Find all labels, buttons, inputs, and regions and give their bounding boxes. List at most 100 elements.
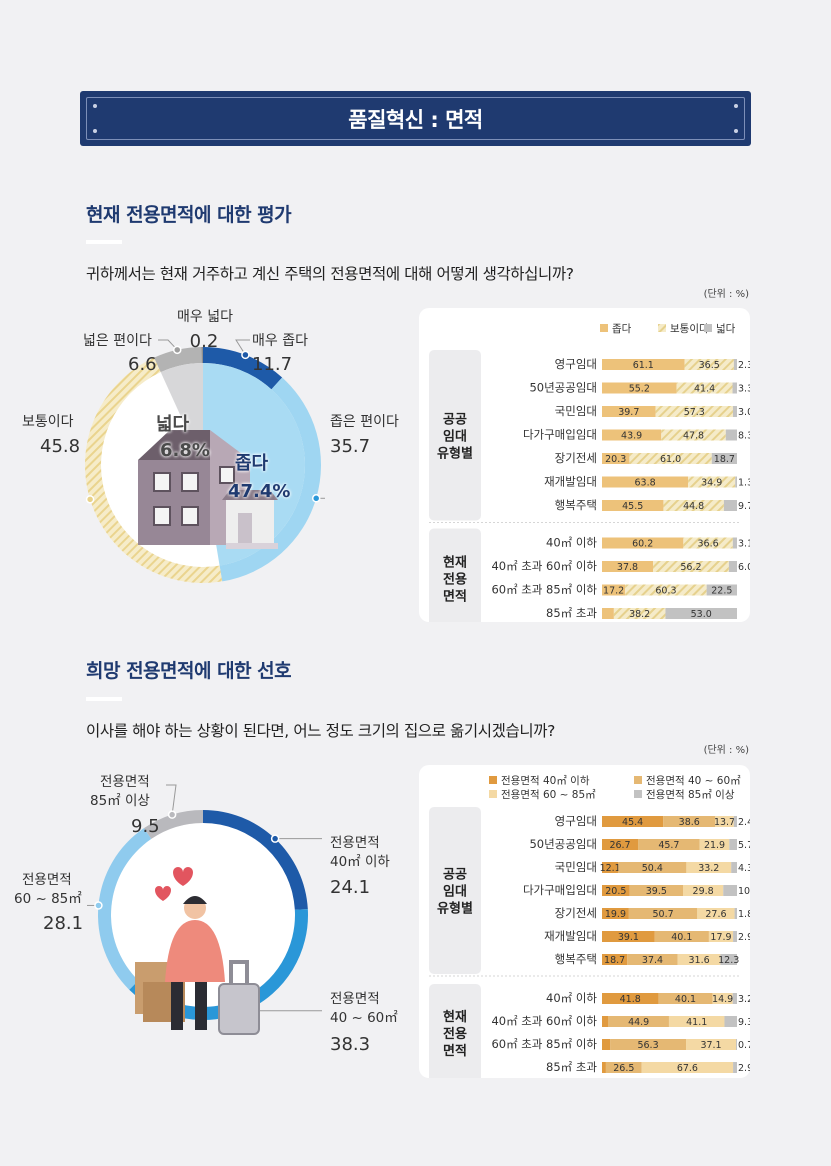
bar-row-label: 85㎡ 초과 (546, 1060, 597, 1074)
donut-label-name: 전용면적 (100, 774, 150, 790)
bar-value-label: 17.9 (710, 932, 731, 943)
bar-segment (602, 429, 662, 441)
bar-segment (602, 993, 659, 1004)
bar-value-label: 41.8 (620, 994, 641, 1005)
bar-value-label: 45.5 (622, 501, 643, 512)
bar-value-label: 40.1 (671, 932, 692, 943)
bar-segment (720, 954, 737, 965)
bar-segment (618, 862, 687, 873)
bar-segment (731, 862, 737, 873)
group-label: 유형별 (437, 445, 473, 461)
donut-label-name: 보통이다 (22, 414, 74, 430)
group-label: 임대 (443, 885, 467, 900)
bar-segment (602, 500, 664, 511)
bar-segment (613, 608, 666, 619)
section1-title: 현재 전용면적에 대한 평가 (86, 204, 292, 226)
section2-question: 이사를 해야 하는 상황이 된다면, 어느 정도 크기의 집으로 옮기시겠습니까… (86, 722, 555, 740)
donut-label-name: 전용면적 (22, 872, 72, 888)
group-label: 현재 (443, 1009, 467, 1025)
bar-segment (711, 453, 737, 464)
bar-value-label: 38.6 (679, 817, 700, 828)
donut-slice-very-narrow (203, 347, 283, 390)
bar-segment (628, 908, 698, 919)
bar-segment (602, 584, 626, 596)
bar-value-label: 38.2 (629, 609, 650, 620)
bar-segment (686, 862, 732, 873)
bar-row-label: 다가구매입임대 (523, 428, 597, 442)
leader-dot (241, 350, 250, 360)
bar-row-label: 40㎡ 초과 60㎡ 이하 (491, 559, 597, 573)
bar-segment (724, 1016, 737, 1027)
bar-segment (697, 908, 735, 919)
bar-value-label: 44.9 (628, 1017, 649, 1028)
bar-value-label: 60.2 (632, 539, 653, 550)
bar-segment (610, 1039, 687, 1050)
leader-line (235, 339, 250, 356)
banner-dot (734, 104, 738, 108)
bar-value-label: 61.0 (660, 454, 681, 465)
bar-value-label: 63.8 (634, 478, 655, 489)
leader-dot (85, 495, 95, 504)
bar-segment (733, 931, 737, 942)
bar-value-label: 67.6 (677, 1063, 698, 1074)
bar-segment (686, 1039, 737, 1050)
bar-row-label: 40㎡ 이하 (546, 536, 597, 550)
group-label: 공공 (443, 412, 467, 427)
bar-value-label: 41.4 (694, 384, 715, 395)
group-label-box (429, 350, 481, 521)
donut-label-value: 9.5 (131, 816, 160, 837)
group-label: 전용 (443, 1026, 467, 1042)
bar-segment (658, 993, 713, 1004)
bar-segment (653, 561, 729, 572)
bar-row-label: 영구임대 (555, 814, 597, 828)
person-with-luggage-icon (135, 867, 260, 1035)
bar-segment (688, 476, 736, 488)
bar-segment (602, 1062, 606, 1073)
bar-segment (729, 839, 737, 850)
bar-value-label: 56.3 (637, 1040, 658, 1051)
bar-segment (602, 954, 628, 965)
stacked-bar-chart-desired: 전용면적 40㎡ 이하 전용면적 40 ~ 60㎡ 전용면적 60 ~ 85㎡ 전용면… (429, 774, 759, 1082)
narrow-value: 47.4% (228, 481, 291, 502)
bar-segment (602, 476, 689, 488)
donut-label-name: 매우 넓다 (177, 309, 233, 325)
donut-label-value: 45.8 (40, 436, 80, 457)
bar-value-label: 26.7 (609, 840, 630, 851)
bar-segment (733, 1062, 737, 1073)
bar-segment (602, 537, 684, 549)
donut-label-value: 11.7 (252, 354, 292, 375)
bar-row-label: 장기전세 (555, 451, 597, 465)
bar-row-label: 행복주택 (555, 952, 597, 966)
bar-value-label: 9.7 (738, 501, 750, 512)
leader-dot (167, 810, 177, 819)
bar-row-label: 국민임대 (555, 860, 597, 874)
group-label-box (429, 528, 481, 629)
leader-dot (311, 494, 321, 503)
bar-value-label: 21.9 (704, 840, 725, 851)
bar-segment (663, 500, 724, 511)
bar-value-label: 6.0 (738, 562, 750, 573)
bar-segment (602, 1016, 609, 1027)
bar-segment (627, 954, 678, 965)
bar-row-label: 60㎡ 초과 85㎡ 이하 (491, 583, 597, 597)
bar-value-label: 8.3 (738, 431, 750, 442)
bar-segment (733, 359, 737, 370)
section-divider (86, 697, 122, 701)
bar-value-label: 3.2 (738, 994, 750, 1005)
leader-line (158, 339, 178, 351)
bar-value-label: 10.2 (738, 886, 750, 897)
donut-label-name: 40 ~ 60㎡ (330, 1010, 398, 1026)
legend-label: 보통이다 (670, 323, 709, 335)
bar-segment (732, 382, 737, 394)
bar-value-label: 57.3 (684, 407, 705, 418)
bar-segment (602, 382, 677, 394)
bar-value-label: 37.4 (642, 955, 663, 966)
donut-slice-narrow (219, 377, 321, 582)
bar-row-label: 재개발임대 (544, 929, 597, 943)
section1-question: 귀하께서는 현재 거주하고 계신 주택의 전용면적에 대해 어떻게 생각하십니까… (86, 265, 574, 283)
section2-unit: (단위 : %) (703, 745, 749, 756)
group-label: 면적 (443, 589, 467, 605)
bar-row-label: 60㎡ 초과 85㎡ 이하 (491, 1037, 597, 1051)
bar-value-label: 26.5 (613, 1063, 634, 1074)
